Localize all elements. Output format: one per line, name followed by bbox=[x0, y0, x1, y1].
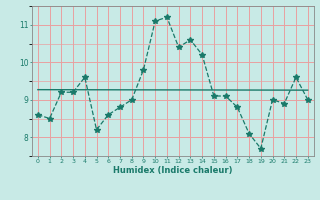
X-axis label: Humidex (Indice chaleur): Humidex (Indice chaleur) bbox=[113, 166, 233, 175]
